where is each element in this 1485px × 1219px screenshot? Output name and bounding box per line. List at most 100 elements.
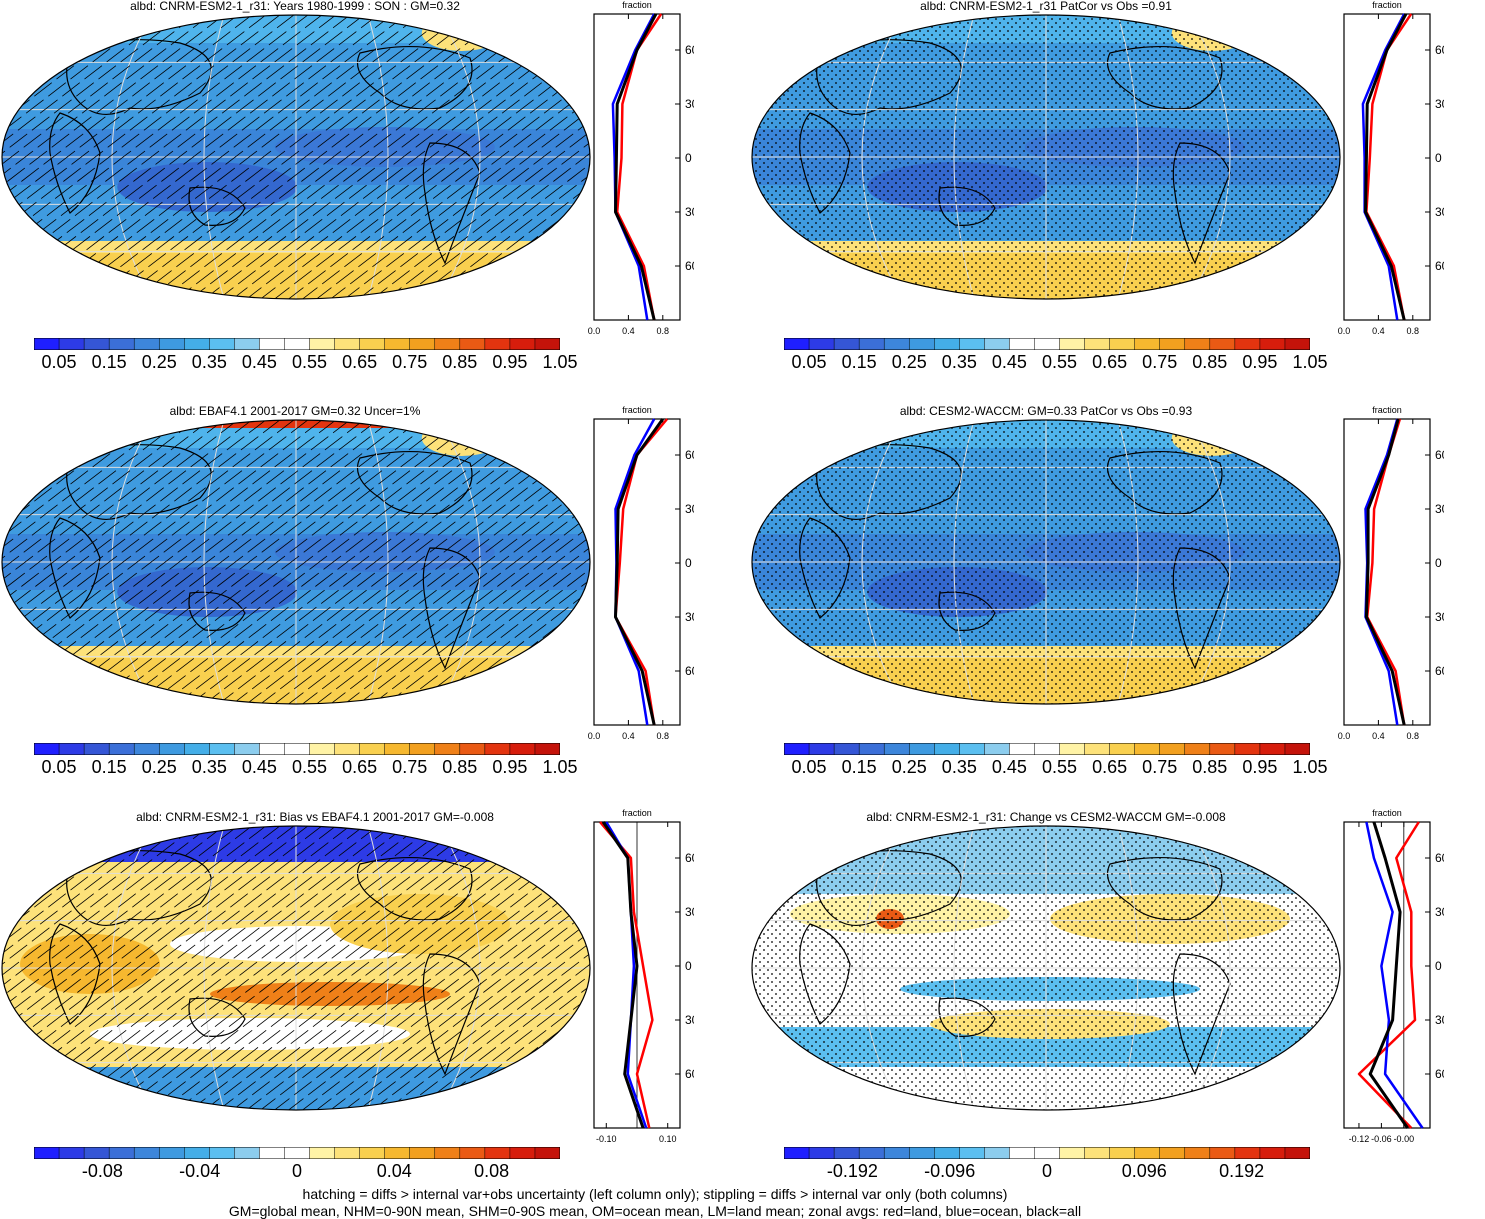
colorbar-swatch bbox=[58, 743, 85, 755]
hatch-line bbox=[327, 15, 590, 299]
y-tick-label: 60N bbox=[1435, 448, 1444, 462]
colorbar-swatch bbox=[1159, 1147, 1186, 1159]
y-tick-label: 60N bbox=[685, 43, 694, 57]
plot-frame bbox=[593, 13, 681, 321]
hatch-line bbox=[2, 420, 227, 704]
hatch-line bbox=[5, 826, 381, 1110]
colorbar-swatch bbox=[858, 338, 885, 350]
hatch-line bbox=[2, 15, 213, 299]
colorbar-swatch bbox=[1134, 1147, 1161, 1159]
colorbar-tick-label: 0.55 bbox=[1041, 352, 1078, 372]
hatch-line bbox=[89, 826, 465, 1110]
colorbar-tick-label: 0.08 bbox=[474, 1161, 510, 1181]
colorbar-tick-label: 0.15 bbox=[91, 757, 127, 777]
x-tick-label: -0.00 bbox=[1394, 1134, 1415, 1144]
hatch-line bbox=[369, 420, 590, 704]
hatch-line bbox=[341, 826, 590, 1110]
x-tick-label: -0.12 bbox=[1349, 1134, 1370, 1144]
hatch-line bbox=[145, 420, 521, 704]
y-tick-label: 60S bbox=[685, 259, 694, 273]
y-tick-label: 30N bbox=[685, 97, 694, 111]
coastline bbox=[49, 923, 101, 1025]
map-border bbox=[1, 419, 591, 705]
colorbar-swatch bbox=[58, 338, 85, 350]
colorbar-tick-label: 0.65 bbox=[1092, 352, 1128, 372]
colorbar-swatch bbox=[1084, 1147, 1111, 1159]
plot-frame bbox=[1343, 418, 1431, 726]
colorbar-tick-label: 0.75 bbox=[1142, 757, 1178, 777]
colorbar-swatch bbox=[1259, 338, 1286, 350]
hatch-line bbox=[2, 826, 269, 1110]
longitude-line bbox=[439, 15, 481, 299]
colorbar-tick-label: 0.35 bbox=[941, 352, 977, 372]
zonal-line-land bbox=[1357, 821, 1420, 1129]
axis-title: fraction bbox=[1372, 0, 1402, 10]
longitude-line bbox=[367, 15, 389, 299]
panel-title: albd: CNRM-ESM2-1_r31 PatCor vs Obs =0.9… bbox=[920, 0, 1172, 13]
colorbar-tick-label: 0.85 bbox=[1192, 352, 1228, 372]
colorbar-tick-label: 1.05 bbox=[1292, 352, 1328, 372]
colorbar-swatch bbox=[133, 1147, 160, 1159]
y-tick-label: 60N bbox=[685, 448, 694, 462]
colorbar-swatch bbox=[784, 338, 810, 350]
colorbar-swatch bbox=[1209, 743, 1236, 755]
hatch-line bbox=[2, 420, 255, 704]
axis-title: fraction bbox=[622, 0, 652, 10]
colorbar-swatch bbox=[234, 1147, 260, 1159]
map-field bbox=[752, 15, 1340, 299]
hatch-line bbox=[145, 826, 521, 1110]
hatch-line bbox=[131, 420, 507, 704]
colorbar bbox=[34, 338, 560, 350]
colorbar-swatch bbox=[234, 338, 260, 350]
y-tick-label: 60S bbox=[1435, 664, 1444, 678]
colorbar-swatch bbox=[1184, 1147, 1211, 1159]
hatch-line bbox=[5, 15, 381, 299]
hatch-line bbox=[2, 15, 199, 299]
hatch-line bbox=[2, 420, 311, 704]
colorbar-swatch bbox=[158, 1147, 185, 1159]
map-border bbox=[1, 14, 591, 300]
coastline bbox=[49, 517, 101, 619]
x-tick-label: -0.10 bbox=[596, 1134, 617, 1144]
colorbar-tick-label: 0.25 bbox=[891, 757, 927, 777]
colorbar-swatch bbox=[1084, 743, 1111, 755]
colorbar-swatch bbox=[184, 743, 210, 755]
hatch-line bbox=[2, 420, 269, 704]
hatch-line bbox=[19, 420, 395, 704]
hatch-line bbox=[103, 420, 479, 704]
x-tick-label: 0.8 bbox=[1407, 731, 1420, 741]
colorbar-tick-label: 0.45 bbox=[241, 352, 277, 372]
colorbar-swatch bbox=[384, 1147, 411, 1159]
coastline bbox=[188, 186, 246, 226]
colorbar-swatch bbox=[534, 743, 560, 755]
colorbar-swatch bbox=[83, 338, 110, 350]
hatch-line bbox=[2, 420, 241, 704]
hatch-line bbox=[117, 420, 493, 704]
colorbar-swatch bbox=[359, 338, 386, 350]
panel-title: albd: CNRM-ESM2-1_r31: Change vs CESM2-W… bbox=[866, 810, 1226, 824]
axis-title: fraction bbox=[1372, 405, 1402, 415]
hatch-line bbox=[89, 15, 465, 299]
hatch-line bbox=[33, 15, 409, 299]
y-tick-label: 0 bbox=[685, 556, 692, 570]
zonal-line-all bbox=[1364, 418, 1406, 726]
hatch-line bbox=[2, 420, 213, 704]
hatch-line bbox=[397, 420, 590, 704]
colorbar-swatch bbox=[259, 338, 286, 350]
colorbar-swatch bbox=[434, 1147, 461, 1159]
panel-title: albd: EBAF4.1 2001-2017 GM=0.32 Uncer=1% bbox=[169, 404, 421, 418]
hatch-line bbox=[33, 826, 409, 1110]
hatch-line bbox=[355, 15, 590, 299]
colorbar-swatch bbox=[34, 1147, 60, 1159]
hatch-line bbox=[2, 826, 241, 1110]
hatch-line bbox=[2, 420, 297, 704]
colorbar-swatch bbox=[984, 743, 1010, 755]
colorbar-swatch bbox=[1234, 338, 1261, 350]
colorbar-swatch bbox=[959, 338, 985, 350]
colorbar-tick-label: 0.04 bbox=[376, 1161, 412, 1181]
y-tick-label: 0 bbox=[1435, 151, 1442, 165]
hatch-line bbox=[285, 15, 590, 299]
y-tick-label: 30N bbox=[1435, 97, 1444, 111]
zonal-mean-plot: fraction 60N 30N 0 30S 60S -0.10 0.10 bbox=[593, 808, 694, 1144]
hatch-line bbox=[75, 826, 451, 1110]
